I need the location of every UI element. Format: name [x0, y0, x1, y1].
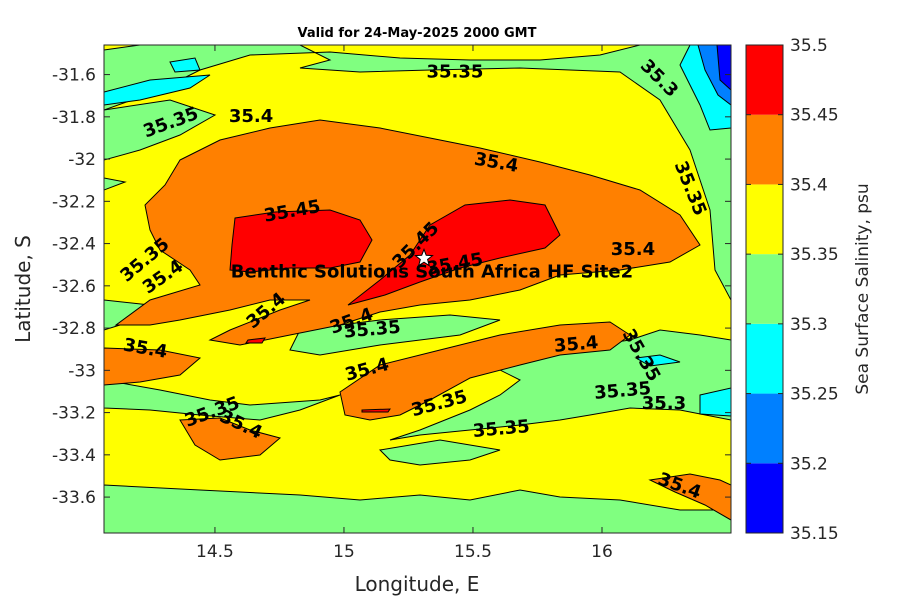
contour-label: 35.35 [426, 61, 483, 82]
colorbar-tick-label: 35.45 [790, 106, 839, 126]
y-tick-label: -33.6 [52, 488, 96, 508]
contour-label: 35.4 [611, 239, 655, 260]
contour-label: 35.4 [553, 332, 599, 357]
y-tick-label: -33.2 [52, 404, 96, 424]
y-tick-label: -33 [68, 361, 96, 381]
colorbar-tick-label: 35.15 [790, 524, 839, 544]
y-tick-label: -31.6 [52, 66, 96, 86]
colorbar-tick-label: 35.5 [790, 36, 828, 56]
colorbar-segment [746, 323, 783, 394]
y-tick-label: -31.8 [52, 108, 96, 128]
y-axis-label: Latitude, S [11, 235, 35, 343]
y-tick-label: -32.6 [52, 277, 96, 297]
y-tick-label: -32.8 [52, 319, 96, 339]
band-35.45-35.5 [229, 199, 561, 413]
contour-label: 35.35 [343, 317, 402, 343]
site-group: Benthic Solutions South Africa HF Site2 [231, 247, 633, 282]
contour-label: 35.3 [642, 393, 686, 414]
band-35.15-35.2 [716, 45, 731, 91]
y-tick-label: -32.4 [52, 235, 96, 255]
colorbar-segment [746, 45, 783, 115]
x-tick-label: 14.5 [196, 542, 234, 562]
band-35.4-35.45 [104, 119, 731, 521]
site-star-marker [414, 247, 434, 267]
y-tick-label: -32.2 [52, 192, 96, 212]
x-axis-label: Longitude, E [355, 572, 480, 596]
x-tick-label: 16 [591, 542, 613, 562]
colorbar-label: Sea Surface Salinity, psu [853, 183, 873, 394]
x-tick-label: 15 [333, 542, 355, 562]
colorbar-frame [745, 44, 784, 534]
colorbar-tick-label: 35.25 [790, 385, 839, 405]
contour-label: 35.35 [593, 378, 652, 404]
y-axis-ticks: -31.6 -31.8 -32 -32.2 -32.4 -32.6 -32.8 -33 -33.… [52, 66, 731, 508]
site-label: Benthic Solutions South Africa HF Site2 [231, 261, 633, 282]
plot-frame [103, 44, 732, 534]
colorbar: 35.15 35.2 35.25 35.3 35.35 35.4 35.45 35.5 [745, 36, 839, 544]
x-axis-ticks: 14.5 15 15.5 16 [196, 45, 613, 562]
colorbar-segment [746, 463, 783, 533]
colorbar-segment [746, 393, 783, 464]
band-35.3-35.35 [104, 45, 731, 533]
contour-label: 35.4 [229, 106, 273, 127]
colorbar-tick-label: 35.2 [790, 454, 828, 474]
colorbar-segment [746, 254, 783, 324]
colorbar-segment [746, 114, 783, 185]
colorbar-tick-label: 35.4 [790, 175, 828, 195]
contour-label: 35.35 [472, 416, 531, 442]
contour-field [104, 45, 731, 533]
chart-title: Valid for 24-May-2025 2000 GMT [298, 26, 537, 41]
colorbar-tick-label: 35.3 [790, 315, 828, 335]
colorbar-tick-label: 35.35 [790, 245, 839, 265]
y-tick-label: -33.4 [52, 446, 96, 466]
y-tick-label: -32 [68, 150, 96, 170]
colorbar-segment [746, 184, 783, 255]
x-tick-label: 15.5 [454, 542, 492, 562]
